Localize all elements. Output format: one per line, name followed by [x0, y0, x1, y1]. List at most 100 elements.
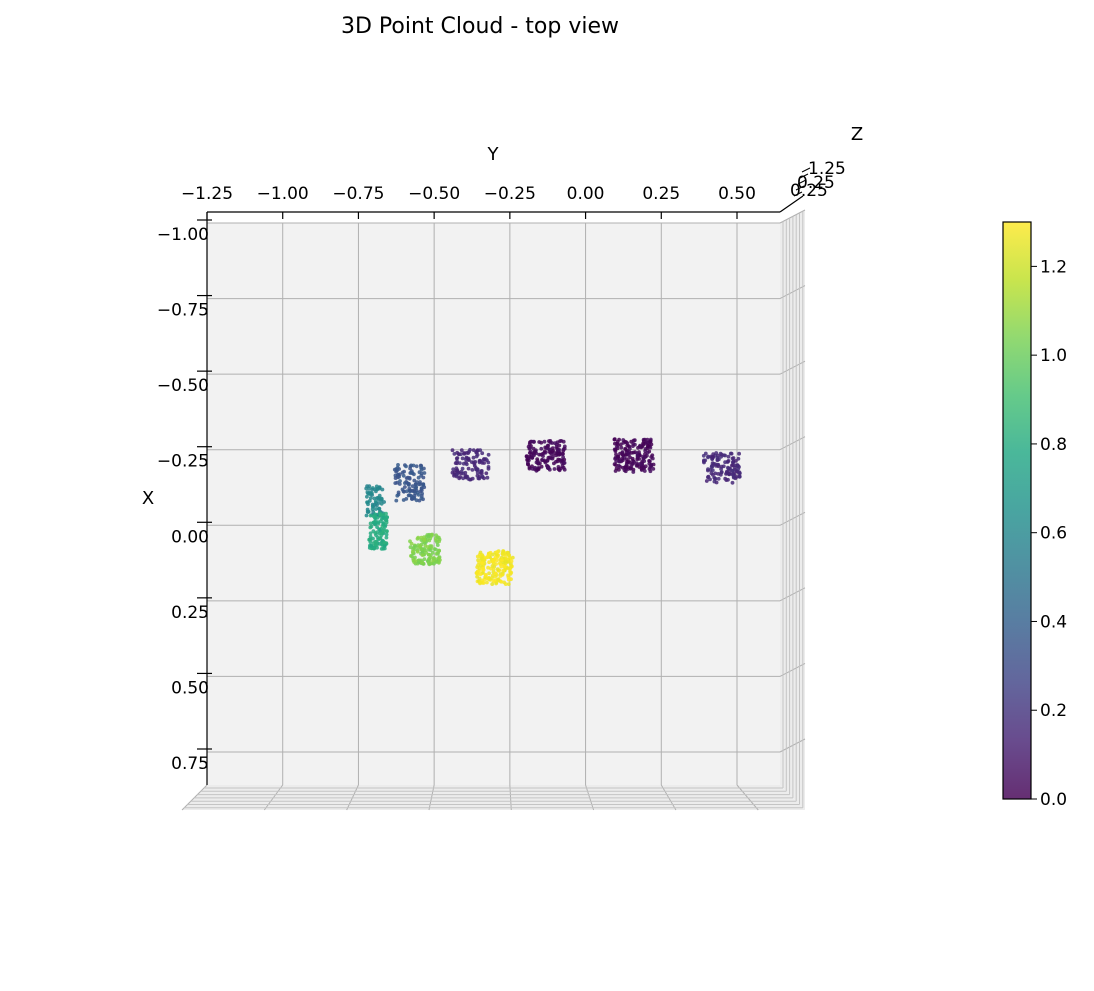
point	[364, 486, 369, 491]
point	[737, 470, 742, 475]
grid-lines	[181, 209, 806, 811]
point	[416, 493, 421, 497]
point	[407, 476, 412, 480]
point	[368, 513, 373, 518]
point	[642, 459, 647, 463]
point	[730, 480, 735, 485]
point	[558, 459, 563, 463]
point	[551, 454, 555, 459]
point	[434, 547, 438, 552]
point	[506, 582, 511, 586]
point	[728, 451, 733, 456]
point	[418, 480, 422, 484]
point	[374, 539, 379, 544]
point	[731, 456, 736, 460]
point	[635, 451, 639, 456]
point	[536, 462, 541, 466]
point	[613, 463, 618, 467]
point	[410, 554, 414, 559]
point	[426, 534, 431, 539]
axis-lines	[206, 195, 804, 785]
point	[618, 451, 622, 456]
point	[485, 475, 490, 480]
point	[495, 567, 500, 572]
y-tick-label: −1.25	[181, 184, 233, 204]
point	[398, 479, 402, 483]
point	[617, 459, 622, 464]
point	[626, 451, 631, 456]
x-axis-ticks: −1.00 −0.75 −0.50 −0.25 0.00 0.25 0.50 0.75	[157, 219, 212, 774]
z-tick-mark	[799, 173, 809, 179]
point	[527, 442, 532, 447]
point	[382, 500, 386, 504]
point	[408, 539, 412, 544]
point	[422, 535, 427, 539]
colorbar-tick-label: 1.0	[1040, 346, 1067, 366]
point	[507, 553, 512, 558]
z-axis-ticks: 1.250.250.25	[790, 159, 846, 201]
point	[414, 498, 419, 503]
point	[396, 490, 401, 495]
point	[466, 466, 471, 471]
point	[527, 466, 532, 471]
point	[536, 467, 541, 472]
point	[479, 556, 484, 561]
point	[509, 564, 514, 568]
point	[451, 467, 456, 472]
point	[641, 465, 646, 470]
point	[542, 439, 547, 444]
point	[495, 558, 499, 563]
point	[378, 511, 382, 516]
point	[475, 554, 480, 559]
point	[706, 455, 710, 460]
point	[366, 502, 370, 507]
point	[557, 451, 562, 456]
point	[452, 470, 457, 475]
y-tick-label: −0.50	[408, 184, 460, 204]
y-tick-label: −1.00	[257, 184, 309, 204]
point	[373, 502, 377, 507]
point	[627, 446, 632, 451]
point	[643, 447, 648, 451]
point	[554, 459, 558, 464]
point	[422, 538, 427, 542]
point	[539, 446, 544, 451]
grid-line-depth	[779, 209, 806, 224]
point	[537, 440, 542, 444]
point	[723, 460, 727, 465]
point	[402, 489, 406, 494]
point	[528, 446, 532, 450]
point	[371, 529, 376, 534]
point	[726, 465, 730, 470]
point	[557, 443, 562, 448]
point	[734, 459, 738, 463]
point	[629, 451, 634, 455]
point	[365, 490, 370, 495]
point	[703, 458, 708, 463]
point	[490, 582, 495, 586]
point	[434, 533, 438, 538]
point	[416, 475, 421, 480]
point	[377, 493, 382, 498]
point	[417, 498, 422, 503]
point	[471, 455, 476, 460]
point	[651, 467, 656, 471]
point	[394, 498, 399, 503]
point	[396, 475, 400, 480]
point	[459, 448, 464, 453]
point	[477, 476, 482, 481]
point	[460, 456, 465, 461]
y-tick-label: 0.50	[718, 184, 756, 204]
point	[625, 443, 630, 448]
point	[487, 571, 491, 576]
point	[428, 548, 433, 552]
point	[368, 534, 373, 539]
point	[645, 437, 650, 442]
point	[379, 547, 384, 551]
point	[492, 558, 496, 563]
point	[540, 452, 545, 456]
point	[422, 471, 427, 475]
point	[474, 467, 478, 472]
point	[466, 457, 471, 462]
colorbar-ticks: 0.0 0.2 0.4 0.6 0.8 1.0 1.2	[1031, 257, 1067, 810]
